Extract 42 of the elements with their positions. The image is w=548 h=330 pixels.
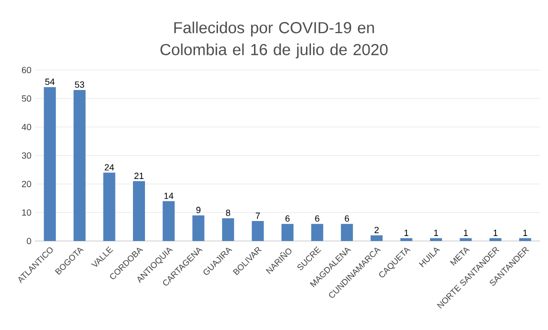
data-label: 1 <box>464 230 468 236</box>
bar <box>162 201 175 241</box>
bar <box>282 224 294 241</box>
bar <box>44 87 56 241</box>
y-tick-label: 30 <box>22 152 32 159</box>
data-label: 6 <box>315 215 320 222</box>
data-label: 6 <box>285 215 290 222</box>
bar <box>192 215 204 241</box>
bar <box>132 181 145 241</box>
y-tick-label: 50 <box>22 95 32 102</box>
data-label: 1 <box>404 230 408 236</box>
bar <box>74 90 86 241</box>
data-label: 7 <box>256 212 260 219</box>
bar <box>103 172 116 241</box>
bar <box>400 238 412 241</box>
data-label: 6 <box>344 215 350 222</box>
y-tick-label: 40 <box>22 124 32 130</box>
bar <box>430 238 442 241</box>
data-label: 24 <box>104 164 114 170</box>
data-label: 53 <box>74 81 84 88</box>
bar <box>370 235 383 241</box>
data-label: 9 <box>196 206 200 214</box>
data-label: 21 <box>134 172 144 179</box>
y-tick-label: 60 <box>22 66 32 74</box>
chart-title: Fallecidos por COVID-19 en Colombia el 16 de julio de 2020 <box>160 22 388 58</box>
data-label: 1 <box>523 230 528 236</box>
data-label: 54 <box>45 78 55 85</box>
y-tick-label: 10 <box>22 209 32 216</box>
y-tick-label: 20 <box>22 180 32 188</box>
bar <box>252 221 264 241</box>
data-label: 8 <box>226 210 230 216</box>
y-tick-label: 0 <box>26 238 32 244</box>
bar <box>311 224 324 241</box>
bar <box>489 238 502 241</box>
bar <box>222 218 234 241</box>
bar <box>519 238 532 241</box>
data-label: 2 <box>374 226 379 234</box>
data-label: 1 <box>434 230 438 236</box>
data-label: 14 <box>164 192 174 199</box>
bar <box>340 224 353 241</box>
data-label: 1 <box>494 230 498 236</box>
bar <box>460 238 472 241</box>
